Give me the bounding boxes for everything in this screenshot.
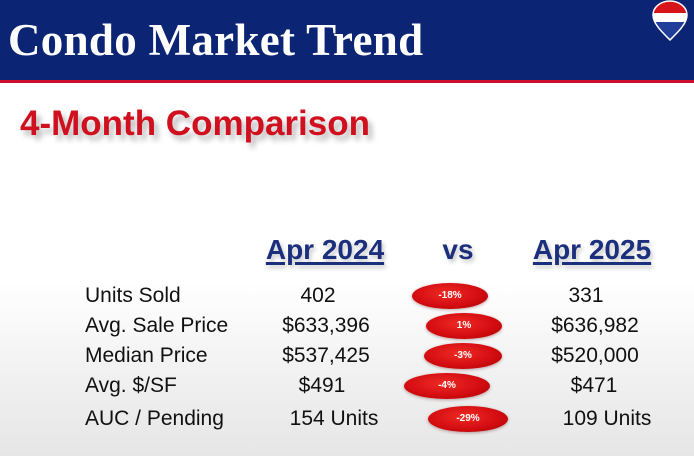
change-badge: -18%: [412, 283, 488, 309]
column-header-apr-2025: Apr 2025: [532, 234, 652, 265]
row-label: AUC / Pending: [85, 407, 224, 430]
apr-2025-value: $520,000: [551, 344, 639, 367]
header-bar: Condo Market Trend: [0, 0, 694, 83]
apr-2024-value: $633,396: [282, 314, 370, 337]
apr-2025-value: 109 Units: [562, 407, 652, 430]
remax-balloon-icon: [652, 0, 688, 42]
change-badge: -4%: [404, 373, 490, 399]
column-header-apr-2024: Apr 2024: [265, 234, 385, 265]
row-label: Median Price: [85, 344, 208, 367]
page-title: Condo Market Trend: [8, 15, 424, 65]
table-row: Units Sold 402 -18% 331: [0, 281, 694, 311]
row-label: Units Sold: [85, 284, 181, 307]
table-row: Avg. Sale Price $633,396 1% $636,982: [0, 311, 694, 341]
row-label: Avg. $/SF: [85, 374, 177, 397]
table-row: Avg. $/SF $491 -4% $471: [0, 371, 694, 401]
table-row: Median Price $537,425 -3% $520,000: [0, 341, 694, 371]
change-badge: 1%: [426, 313, 502, 339]
column-header-vs: vs: [442, 234, 474, 265]
row-label: Avg. Sale Price: [85, 314, 229, 337]
apr-2025-value: $471: [570, 374, 618, 397]
apr-2024-value: 154 Units: [289, 407, 379, 430]
apr-2024-value: 402: [300, 284, 336, 307]
apr-2025-value: $636,982: [551, 314, 639, 337]
change-badge: -29%: [428, 406, 508, 432]
apr-2024-value: $491: [298, 374, 346, 397]
comparison-subtitle: 4-Month Comparison: [20, 104, 370, 143]
table-row: AUC / Pending 154 Units -29% 109 Units: [0, 404, 694, 434]
apr-2024-value: $537,425: [282, 344, 370, 367]
apr-2025-value: 331: [568, 284, 604, 307]
change-badge: -3%: [424, 343, 502, 369]
